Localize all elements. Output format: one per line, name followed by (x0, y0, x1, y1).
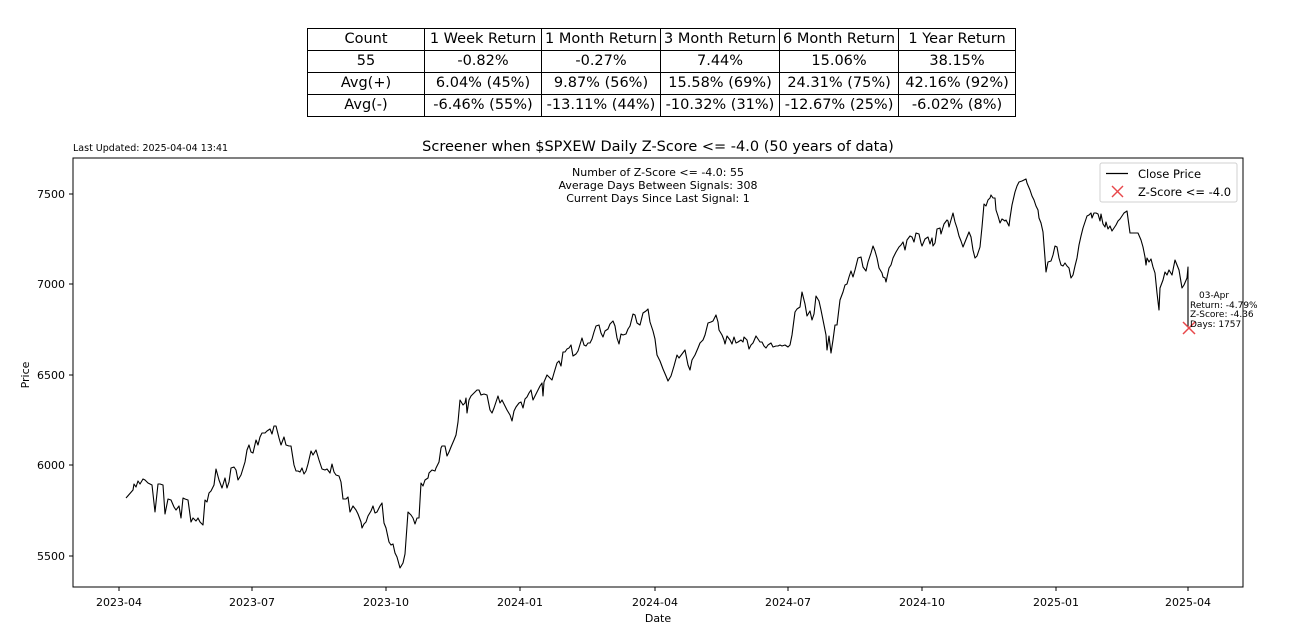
annotation-current-days: Current Days Since Last Signal: 1 (566, 192, 749, 205)
signal-zscore: Z-Score: -4.36 (1190, 310, 1254, 320)
x-tick-label: 2025-04 (1165, 596, 1211, 609)
stats-row-avg-positive: Avg(+) 6.04% (45%) 9.87% (56%) 15.58% (6… (307, 72, 1017, 95)
close-price-line (125, 178, 1189, 569)
plot-area (72, 157, 1244, 588)
chart-title: Screener when $SPXEW Daily Z-Score <= -4… (422, 139, 894, 155)
table-cell: -6.46% (55%) (424, 94, 542, 117)
stats-row-avg-negative: Avg(-) -6.46% (55%) -13.11% (44%) -10.32… (307, 94, 1017, 117)
x-tick-label: 2024-04 (632, 596, 678, 609)
y-tick-label: 7500 (37, 188, 65, 201)
table-cell: 42.16% (92%) (898, 72, 1017, 95)
table-cell: 24.31% (75%) (779, 72, 900, 95)
x-tick-label: 2024-10 (899, 596, 945, 609)
y-axis-title: Price (19, 361, 32, 388)
table-cell: 7.44% (660, 50, 781, 73)
annotation-count: Number of Z-Score <= -4.0: 55 (572, 166, 744, 179)
x-tick-label: 2024-07 (765, 596, 811, 609)
table-cell: Avg(+) (307, 72, 425, 95)
legend-close-price: Close Price (1138, 167, 1201, 181)
x-tick-label: 2024-01 (497, 596, 543, 609)
y-tick-label: 7000 (37, 278, 65, 291)
signal-days: Days: 1757 (1190, 320, 1241, 330)
signal-return: Return: -4.79% (1190, 301, 1258, 311)
stats-annotation: Number of Z-Score <= -4.0: 55 Average Da… (559, 166, 758, 205)
table-cell: Avg(-) (307, 94, 425, 117)
legend-box (1099, 162, 1238, 203)
x-tick-label: 2023-10 (363, 596, 409, 609)
table-cell: -6.02% (8%) (898, 94, 1017, 117)
table-cell: -13.11% (44%) (540, 94, 662, 117)
x-tick-label: 2023-04 (96, 596, 142, 609)
stats-table: Count 1 Week Return 1 Month Return 3 Mon… (307, 28, 1017, 117)
table-cell: 15.58% (69%) (660, 72, 781, 95)
legend: Close Price Z-Score <= -4.0 (1099, 162, 1238, 203)
y-tick-label: 6000 (37, 459, 65, 472)
x-marker-legend-icon (1111, 185, 1124, 198)
zscore-signal-marker (1182, 321, 1196, 335)
header-6m: 6 Month Return (779, 28, 900, 51)
x-axis: 2023-04 2023-07 2023-10 2024-01 2024-04 2024-… (96, 587, 1211, 609)
header-1y: 1 Year Return (898, 28, 1017, 51)
table-cell: 6.04% (45%) (424, 72, 542, 95)
y-tick-label: 6500 (37, 369, 65, 382)
x-tick-label: 2023-07 (229, 596, 275, 609)
stats-row-median: 55 -0.82% -0.27% 7.44% 15.06% 38.15% (307, 50, 1017, 73)
x-tick-label: 2025-01 (1033, 596, 1079, 609)
legend-zscore: Z-Score <= -4.0 (1138, 185, 1231, 199)
y-axis: 5500 6000 6500 7000 7500 (37, 188, 73, 563)
signal-date: 03-Apr (1199, 291, 1229, 301)
last-updated-label: Last Updated: 2025-04-04 13:41 (73, 143, 228, 154)
stats-header-row: Count 1 Week Return 1 Month Return 3 Mon… (307, 28, 1017, 51)
signal-point-annotation: 03-Apr Return: -4.79% Z-Score: -4.36 Day… (1190, 291, 1258, 330)
y-tick-label: 5500 (37, 550, 65, 563)
annotation-avg-days: Average Days Between Signals: 308 (559, 179, 758, 192)
table-cell: 9.87% (56%) (540, 72, 662, 95)
x-axis-title: Date (645, 612, 672, 625)
table-cell: -10.32% (31%) (660, 94, 781, 117)
table-cell: -12.67% (25%) (779, 94, 900, 117)
